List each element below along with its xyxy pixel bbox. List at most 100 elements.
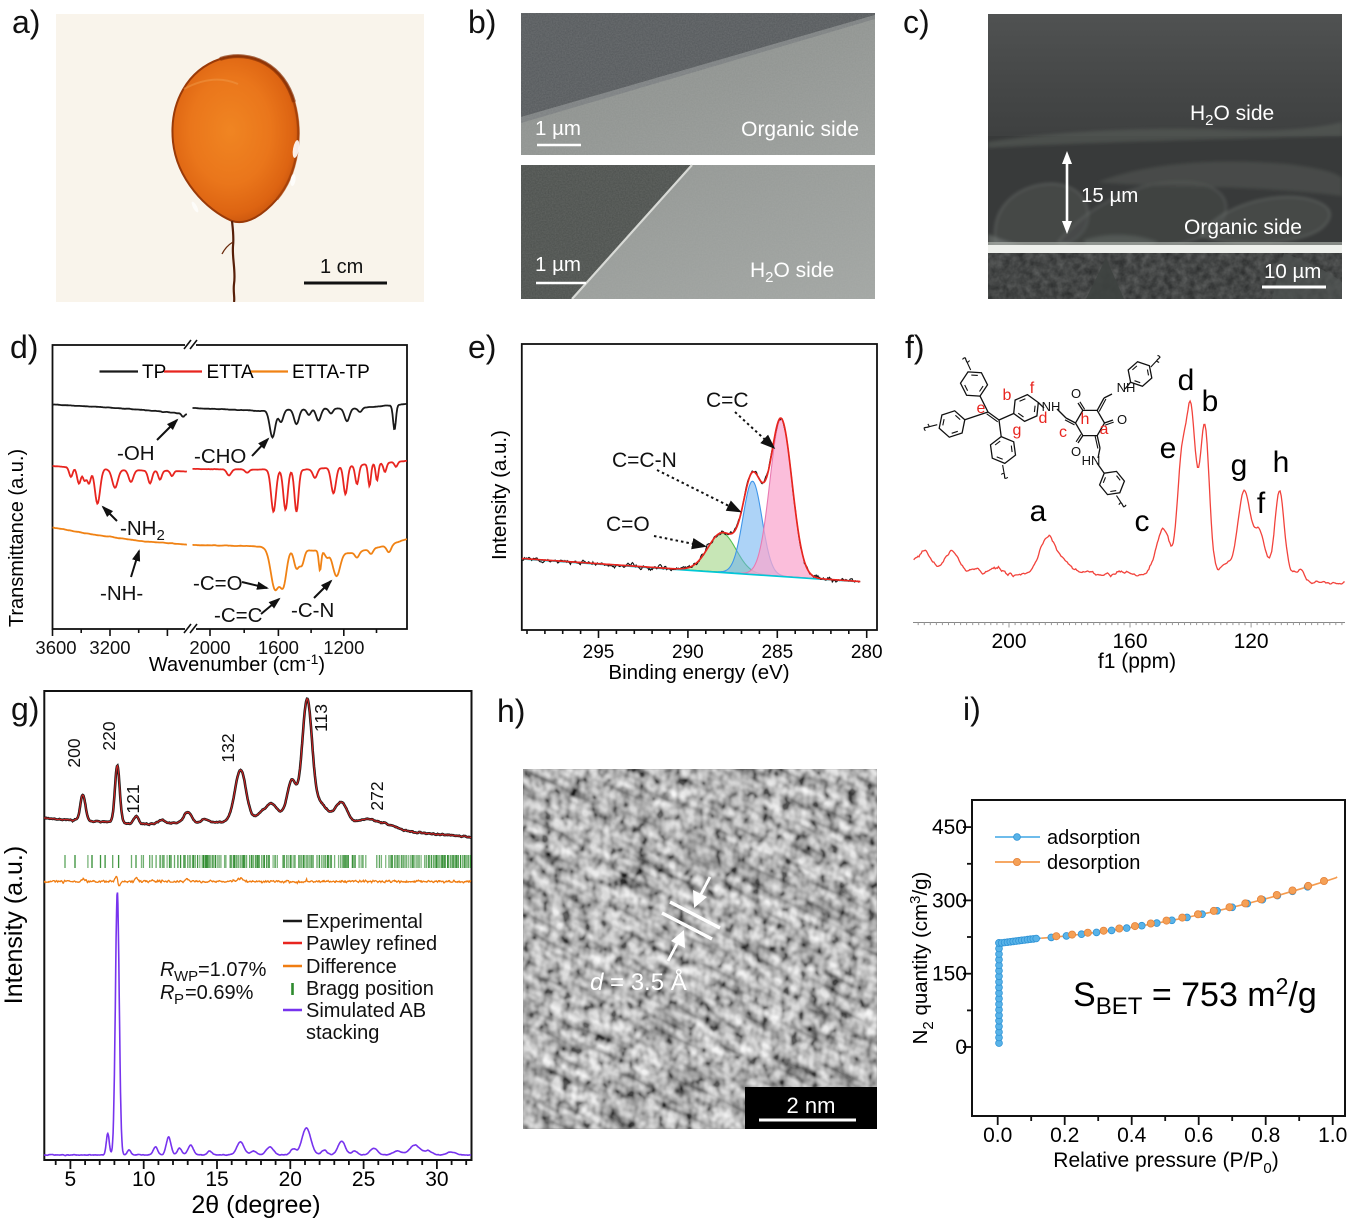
svg-text:-OH: -OH	[117, 442, 155, 465]
svg-text:C=O: C=O	[606, 513, 650, 536]
svg-text:HN: HN	[1082, 453, 1101, 468]
svg-text:c: c	[1059, 424, 1067, 441]
svg-text:e: e	[977, 400, 986, 417]
svg-text:30: 30	[425, 1168, 448, 1191]
svg-text:H2O side: H2O side	[750, 259, 834, 286]
svg-text:0.0: 0.0	[983, 1124, 1012, 1147]
svg-text:f: f	[1030, 380, 1035, 397]
svg-text:Transmittance (a.u.): Transmittance (a.u.)	[6, 449, 28, 627]
svg-text:TP: TP	[142, 362, 166, 383]
svg-text:g: g	[1231, 449, 1248, 482]
svg-text:0.8: 0.8	[1251, 1124, 1280, 1147]
svg-text:Intensity (a.u.): Intensity (a.u.)	[488, 430, 511, 560]
svg-text:3600: 3600	[35, 637, 76, 658]
svg-text:h: h	[1081, 411, 1090, 428]
svg-text:NH: NH	[1042, 399, 1061, 414]
svg-text:Intensity (a.u.): Intensity (a.u.)	[0, 846, 28, 1004]
svg-text:ETTA-TP: ETTA-TP	[292, 362, 370, 383]
svg-text:R: R	[160, 959, 174, 981]
svg-text:15 µm: 15 µm	[1081, 184, 1138, 207]
svg-text:=1.07%: =1.07%	[198, 959, 267, 981]
svg-text:132: 132	[218, 733, 238, 762]
svg-text:Relative pressure (P/P0): Relative pressure (P/P0)	[1053, 1149, 1278, 1177]
svg-text:Bragg position: Bragg position	[306, 978, 434, 1000]
svg-text:Pawley refined: Pawley refined	[306, 933, 437, 955]
svg-text:2θ (degree): 2θ (degree)	[191, 1191, 320, 1219]
svg-text:C=C-N: C=C-N	[612, 449, 677, 472]
svg-text:160: 160	[1112, 630, 1147, 653]
svg-text:NH: NH	[1117, 380, 1136, 395]
svg-text:a: a	[1030, 495, 1047, 528]
svg-text:290: 290	[672, 642, 704, 663]
svg-text:e: e	[1160, 432, 1177, 465]
svg-text:1 µm: 1 µm	[535, 117, 581, 140]
svg-text:220: 220	[99, 721, 119, 750]
svg-text:=0.69%: =0.69%	[185, 982, 254, 1004]
svg-text:O: O	[1071, 444, 1081, 459]
svg-text:desorption: desorption	[1047, 852, 1140, 874]
svg-text:-NH2: -NH2	[120, 517, 165, 544]
svg-text:a: a	[1100, 421, 1109, 438]
svg-text:Experimental: Experimental	[306, 911, 423, 933]
svg-text:285: 285	[761, 642, 793, 663]
svg-text:0.2: 0.2	[1050, 1124, 1079, 1147]
svg-text:1 µm: 1 µm	[535, 253, 581, 276]
svg-text:-C=O: -C=O	[193, 572, 243, 595]
svg-text:d: d	[1178, 364, 1195, 397]
svg-text:Difference: Difference	[306, 956, 397, 978]
svg-text:1200: 1200	[323, 637, 364, 658]
svg-text:120: 120	[1234, 630, 1269, 653]
svg-text:200: 200	[991, 630, 1026, 653]
svg-text:-C-N: -C-N	[291, 599, 334, 622]
svg-text:1 cm: 1 cm	[320, 256, 363, 278]
svg-text:Simulated AB: Simulated AB	[306, 1000, 426, 1022]
svg-text:adsorption: adsorption	[1047, 827, 1140, 849]
svg-text:ETTA: ETTA	[207, 362, 254, 383]
svg-text:15: 15	[205, 1168, 228, 1191]
svg-text:2 nm: 2 nm	[787, 1093, 836, 1118]
svg-text:2000: 2000	[189, 637, 230, 658]
svg-text:0: 0	[955, 1036, 967, 1059]
svg-text:b: b	[1003, 387, 1012, 404]
svg-text:Wavenumber (cm-1): Wavenumber (cm-1)	[149, 651, 325, 676]
svg-text:-C=C: -C=C	[214, 604, 263, 627]
svg-text:25: 25	[352, 1168, 375, 1191]
svg-text:0.6: 0.6	[1184, 1124, 1213, 1147]
svg-text:H2O side: H2O side	[1190, 102, 1274, 129]
svg-text:h: h	[1273, 446, 1290, 479]
svg-text:3200: 3200	[89, 637, 130, 658]
svg-text:Binding energy (eV): Binding energy (eV)	[608, 661, 789, 684]
svg-text:0.4: 0.4	[1117, 1124, 1147, 1147]
svg-text:280: 280	[851, 642, 883, 663]
svg-text:WP: WP	[174, 968, 198, 985]
svg-text:450: 450	[932, 816, 967, 839]
svg-text:g: g	[1013, 422, 1022, 439]
svg-text:f: f	[1257, 487, 1266, 520]
svg-text:113: 113	[311, 704, 331, 732]
svg-text:272: 272	[367, 781, 387, 810]
svg-text:SBET = 753 m2/g: SBET = 753 m2/g	[1073, 973, 1317, 1020]
svg-text:O: O	[1117, 412, 1127, 427]
svg-text:Organic side: Organic side	[741, 118, 859, 141]
svg-text:P: P	[174, 991, 184, 1008]
svg-text:C=C: C=C	[706, 389, 749, 412]
svg-text:f1 (ppm): f1 (ppm)	[1098, 650, 1176, 673]
svg-text:c: c	[1135, 505, 1150, 538]
svg-text:-CHO: -CHO	[194, 445, 246, 468]
svg-text:5: 5	[65, 1168, 77, 1191]
svg-text:-NH-: -NH-	[100, 582, 143, 605]
svg-text:b: b	[1202, 385, 1219, 418]
svg-text:d = 3.5 Å: d = 3.5 Å	[590, 968, 687, 996]
svg-text:10 µm: 10 µm	[1264, 260, 1321, 283]
svg-text:O: O	[1071, 386, 1081, 401]
svg-text:R: R	[160, 982, 174, 1004]
svg-text:300: 300	[932, 889, 967, 912]
svg-text:1.0: 1.0	[1318, 1124, 1347, 1147]
svg-text:20: 20	[279, 1168, 302, 1191]
svg-text:10: 10	[132, 1168, 155, 1191]
svg-text:200: 200	[64, 738, 84, 767]
svg-text:stacking: stacking	[306, 1022, 379, 1044]
svg-text:d: d	[1039, 410, 1048, 427]
svg-text:150: 150	[932, 963, 967, 986]
svg-text:Organic side: Organic side	[1184, 216, 1302, 239]
